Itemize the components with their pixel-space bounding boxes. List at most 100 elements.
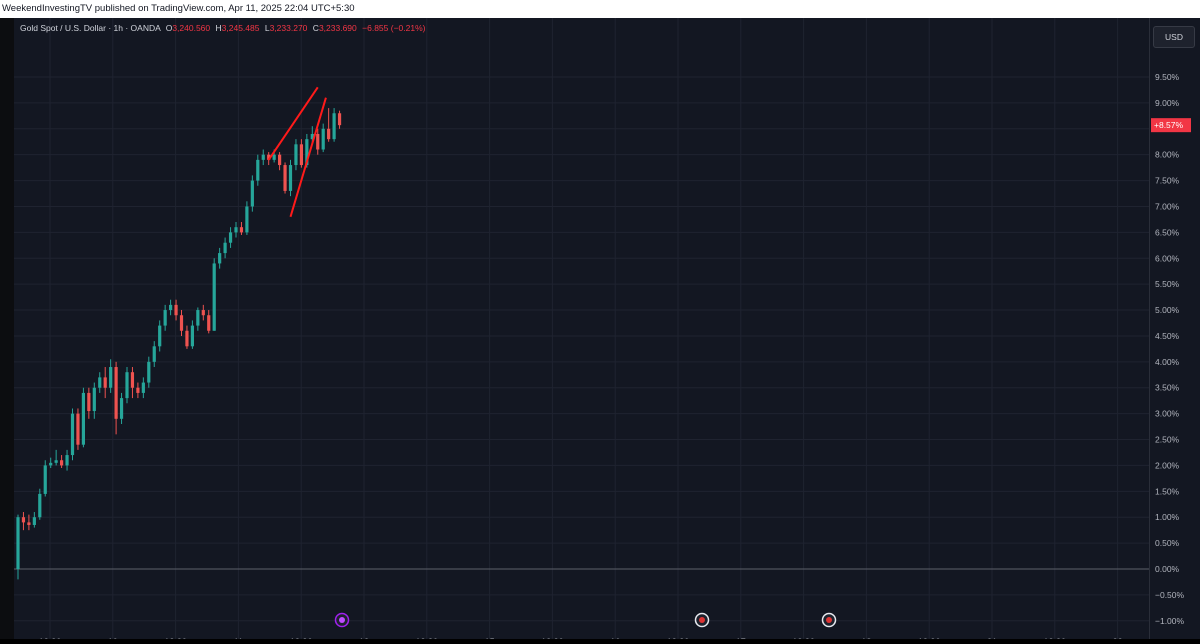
event-icons bbox=[334, 612, 837, 628]
candle-body bbox=[256, 159, 260, 181]
x-tick-label: 12 bbox=[359, 637, 369, 639]
candle-body bbox=[32, 517, 36, 525]
x-tick-label: 12:30 bbox=[667, 637, 690, 639]
y-tick-label: 5.50% bbox=[1155, 279, 1180, 289]
y-tick-label: 1.50% bbox=[1155, 486, 1180, 496]
candle-body bbox=[38, 493, 42, 518]
y-tick-label: 6.50% bbox=[1155, 227, 1180, 237]
candle-body bbox=[185, 330, 189, 347]
publisher-text: WeekendInvestingTV published on TradingV… bbox=[2, 3, 355, 14]
y-tick-label: −1.00% bbox=[1155, 616, 1185, 626]
candle-body bbox=[163, 310, 167, 326]
candle-body bbox=[114, 367, 118, 419]
candle-body bbox=[228, 232, 233, 243]
candle-body bbox=[283, 165, 287, 191]
x-tick-label: 21 bbox=[987, 637, 997, 639]
candle-body bbox=[305, 139, 309, 166]
x-tick-label: 12:30 bbox=[290, 637, 313, 639]
candle-body bbox=[272, 154, 276, 160]
x-tick-label: 12:30 bbox=[416, 637, 439, 639]
candle-body bbox=[109, 367, 113, 388]
candle-body bbox=[218, 253, 222, 264]
candle-body bbox=[288, 165, 293, 191]
y-tick-label: 1.00% bbox=[1155, 512, 1180, 522]
candle-body bbox=[60, 460, 64, 466]
price-chart[interactable]: 12:30 10 12:30 11 12:30 12 12:30 15 12:30 16 12:30… bbox=[14, 18, 1149, 639]
candle-body bbox=[321, 128, 325, 150]
candle-body bbox=[103, 377, 107, 388]
candle-body bbox=[337, 113, 342, 126]
publisher-bar: WeekendInvestingTV published on TradingV… bbox=[0, 0, 1200, 18]
candle-body bbox=[234, 227, 238, 233]
y-tick-label: 5.00% bbox=[1155, 305, 1180, 315]
candle-body bbox=[223, 242, 227, 254]
y-tick-label: 0.00% bbox=[1155, 564, 1180, 574]
candle-body bbox=[169, 304, 173, 311]
wedge-upper-line bbox=[267, 86, 319, 161]
low-value: 3,233.270 bbox=[269, 23, 308, 33]
candle-body bbox=[310, 133, 314, 140]
y-tick-label: 4.00% bbox=[1155, 357, 1180, 367]
x-tick-label: 12:30 bbox=[164, 637, 187, 639]
candle-body bbox=[81, 392, 85, 445]
y-tick-label: 9.00% bbox=[1155, 98, 1180, 108]
candle-body bbox=[125, 372, 129, 399]
high-label: H bbox=[215, 23, 222, 33]
x-tick-label: 17 bbox=[736, 637, 746, 639]
candle-body bbox=[332, 113, 336, 140]
x-tick-label: 15 bbox=[485, 637, 495, 639]
current-value-label: +8.57% bbox=[1154, 120, 1184, 130]
candle-body bbox=[43, 465, 47, 494]
x-tick-label: 11 bbox=[234, 637, 243, 639]
candle-body bbox=[92, 387, 96, 412]
open-label: O bbox=[165, 23, 173, 33]
candle-body bbox=[21, 517, 26, 523]
close-label: C bbox=[312, 23, 319, 33]
open-value: 3,240.560 bbox=[172, 23, 211, 33]
candle-body bbox=[245, 206, 249, 233]
candle-body bbox=[267, 154, 271, 160]
low-label: L bbox=[264, 23, 270, 33]
candle-body bbox=[27, 522, 31, 525]
candle-body bbox=[239, 227, 244, 233]
symbol-legend: Gold Spot / U.S. Dollar · 1h · OANDA O3,… bbox=[20, 23, 425, 33]
candle-body bbox=[147, 361, 151, 383]
x-tick-label: 12:30 bbox=[1044, 637, 1067, 639]
candle-body bbox=[65, 455, 69, 466]
candle-body bbox=[136, 387, 140, 393]
candle-body bbox=[327, 128, 331, 140]
y-tick-label: 0.50% bbox=[1155, 538, 1180, 548]
candle-body bbox=[130, 372, 135, 388]
currency-button[interactable]: USD bbox=[1153, 26, 1195, 48]
price-axis[interactable]: 9.50%9.00%8.50%8.00%7.50%7.00%6.50%6.00%… bbox=[1149, 18, 1200, 639]
y-tick-label: 2.00% bbox=[1155, 460, 1180, 470]
grid bbox=[14, 18, 1149, 639]
price-axis-scale: 9.50%9.00%8.50%8.00%7.50%7.00%6.50%6.00%… bbox=[1151, 72, 1191, 626]
wedge-lower-line bbox=[289, 97, 327, 218]
candle-body bbox=[299, 144, 303, 166]
plot-area[interactable]: 12:30 10 12:30 11 12:30 12 12:30 15 12:30 16 12:30… bbox=[14, 18, 1149, 639]
candle-body bbox=[278, 154, 282, 166]
y-tick-label: 6.00% bbox=[1155, 253, 1180, 263]
close-value: 3,233.690 bbox=[318, 23, 357, 33]
candle-body bbox=[152, 346, 156, 362]
candle-body bbox=[76, 413, 80, 445]
y-tick-label: 3.50% bbox=[1155, 383, 1180, 393]
y-tick-label: 7.50% bbox=[1155, 176, 1180, 186]
x-tick-label: 22 bbox=[1113, 637, 1123, 639]
change-value: −6.855 (−0.21%) bbox=[362, 23, 426, 33]
candle-body bbox=[141, 382, 145, 393]
candle-body bbox=[196, 310, 200, 326]
x-tick-label: 12:30 bbox=[541, 637, 564, 639]
candle-body bbox=[158, 325, 162, 347]
x-tick-label: 10 bbox=[108, 637, 118, 639]
candle-body bbox=[119, 398, 124, 419]
y-tick-label: 7.00% bbox=[1155, 201, 1180, 211]
candle-body bbox=[98, 377, 102, 388]
candle-body bbox=[294, 144, 298, 166]
candle-body bbox=[212, 263, 216, 331]
y-tick-label: 3.00% bbox=[1155, 409, 1180, 419]
event-dot-icon bbox=[339, 617, 345, 623]
y-tick-label: 8.00% bbox=[1155, 150, 1180, 160]
current-value-badge bbox=[1151, 118, 1191, 133]
